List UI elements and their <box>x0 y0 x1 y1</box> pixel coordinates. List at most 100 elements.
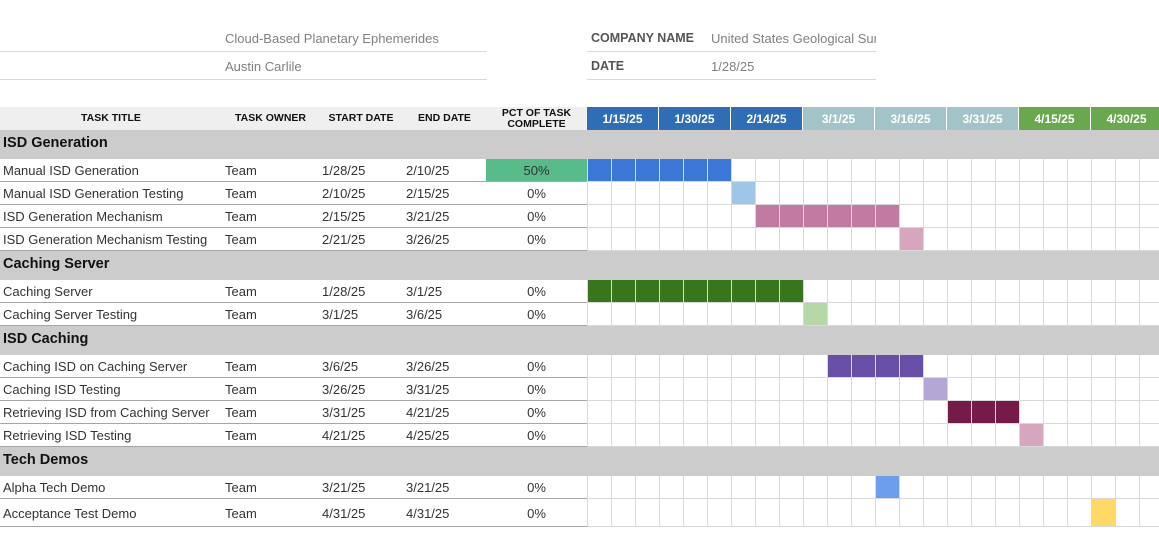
task-end-date[interactable]: 4/21/25 <box>406 405 450 420</box>
task-percent-complete[interactable]: 0% <box>527 505 546 521</box>
column-header-title[interactable]: TASK TITLE <box>81 112 141 124</box>
task-title[interactable]: Caching Server Testing <box>3 307 138 322</box>
task-start-date[interactable]: 3/21/25 <box>322 480 366 495</box>
task-end-date[interactable]: 4/25/25 <box>406 428 450 443</box>
task-start-date[interactable]: 3/1/25 <box>322 307 359 322</box>
task-title[interactable]: Retrieving ISD Testing <box>3 428 132 443</box>
timeline-date-header[interactable]: 3/31/25 <box>947 107 1019 130</box>
task-start-date[interactable]: 1/28/25 <box>322 163 366 178</box>
task-owner[interactable]: Team <box>225 359 257 374</box>
column-header-end[interactable]: END DATE <box>418 112 471 124</box>
gantt-bar[interactable] <box>587 280 803 302</box>
task-row[interactable]: ISD Generation Mechanism Team 2/15/25 3/21/… <box>0 205 1159 228</box>
task-start-date[interactable]: 4/21/25 <box>322 428 366 443</box>
section-header[interactable]: ISD Caching <box>0 326 1159 355</box>
task-percent-complete[interactable]: 0% <box>527 428 546 443</box>
task-row[interactable]: ISD Generation Mechanism Testing Team 2/21… <box>0 228 1159 251</box>
task-title[interactable]: Retrieving ISD from Caching Server <box>3 405 210 420</box>
task-start-date[interactable]: 2/10/25 <box>322 186 366 201</box>
company-value[interactable]: United States Geological Survey <box>711 31 876 46</box>
task-owner[interactable]: Team <box>225 428 257 443</box>
task-percent-complete[interactable]: 0% <box>527 359 546 374</box>
task-percent-complete[interactable]: 0% <box>527 405 546 420</box>
task-start-date[interactable]: 2/15/25 <box>322 209 366 224</box>
task-percent-complete[interactable]: 0% <box>527 209 546 224</box>
task-row[interactable]: Retrieving ISD from Caching Server Team 3/… <box>0 401 1159 424</box>
task-start-date[interactable]: 3/31/25 <box>322 405 366 420</box>
gantt-bar[interactable] <box>923 378 947 400</box>
task-end-date[interactable]: 3/1/25 <box>406 284 443 299</box>
gantt-bar[interactable] <box>947 401 1019 423</box>
task-owner[interactable]: Team <box>225 209 257 224</box>
task-row[interactable]: Manual ISD Generation Testing Team 2/10/25… <box>0 182 1159 205</box>
task-title[interactable]: Manual ISD Generation <box>3 163 139 178</box>
task-end-date[interactable]: 3/6/25 <box>406 307 443 322</box>
task-percent-complete[interactable]: 0% <box>527 480 546 495</box>
column-header-owner[interactable]: TASK OWNER <box>235 112 306 124</box>
task-end-date[interactable]: 2/10/25 <box>406 163 450 178</box>
task-start-date[interactable]: 1/28/25 <box>322 284 366 299</box>
task-owner[interactable]: Team <box>225 307 257 322</box>
timeline-date-header[interactable]: 3/16/25 <box>875 107 947 130</box>
task-percent-complete[interactable]: 0% <box>527 232 546 247</box>
task-end-date[interactable]: 3/26/25 <box>406 359 450 374</box>
task-title[interactable]: Caching ISD on Caching Server <box>3 359 188 374</box>
task-end-date[interactable]: 3/21/25 <box>406 209 450 224</box>
task-owner[interactable]: Team <box>225 505 257 521</box>
task-percent-complete[interactable]: 0% <box>527 307 546 322</box>
task-row[interactable]: Caching ISD on Caching Server Team 3/6/25 3… <box>0 355 1159 378</box>
task-end-date[interactable]: 2/15/25 <box>406 186 450 201</box>
task-row[interactable]: Caching Server Testing Team 3/1/25 3/6/25 0% <box>0 303 1159 326</box>
task-end-date[interactable]: 3/26/25 <box>406 232 450 247</box>
task-title[interactable]: Caching ISD Testing <box>3 382 121 397</box>
timeline-date-header[interactable]: 4/15/25 <box>1019 107 1091 130</box>
timeline-date-header[interactable]: 1/30/25 <box>659 107 731 130</box>
task-row[interactable]: Manual ISD Generation Team 1/28/25 2/10/25 5… <box>0 159 1159 182</box>
task-row[interactable]: Alpha Tech Demo Team 3/21/25 3/21/25 0% <box>0 476 1159 499</box>
gantt-bar[interactable] <box>731 182 755 204</box>
task-title[interactable]: Caching Server <box>3 284 93 299</box>
project-manager[interactable]: Austin Carlile <box>225 59 302 74</box>
task-start-date[interactable]: 3/26/25 <box>322 382 366 397</box>
task-owner[interactable]: Team <box>225 382 257 397</box>
task-percent-complete[interactable]: 0% <box>527 382 546 397</box>
task-title[interactable]: Manual ISD Generation Testing <box>3 186 184 201</box>
task-title[interactable]: ISD Generation Mechanism <box>3 209 163 224</box>
task-percent-complete[interactable]: 50% <box>486 159 587 182</box>
section-header[interactable]: Tech Demos <box>0 447 1159 476</box>
section-header[interactable]: Caching Server <box>0 251 1159 280</box>
task-row[interactable]: Retrieving ISD Testing Team 4/21/25 4/25/25… <box>0 424 1159 447</box>
task-owner[interactable]: Team <box>225 405 257 420</box>
timeline-date-header[interactable]: 4/30/25 <box>1091 107 1159 130</box>
task-title[interactable]: Acceptance Test Demo <box>3 505 137 521</box>
column-header-start[interactable]: START DATE <box>328 112 394 124</box>
task-end-date[interactable]: 3/31/25 <box>406 382 450 397</box>
gantt-bar[interactable] <box>899 228 923 250</box>
task-end-date[interactable]: 3/21/25 <box>406 480 450 495</box>
timeline-date-header[interactable]: 2/14/25 <box>731 107 803 130</box>
gantt-bar[interactable] <box>1019 424 1043 446</box>
project-name[interactable]: Cloud-Based Planetary Ephemerides <box>225 31 439 46</box>
task-percent-complete[interactable]: 0% <box>527 186 546 201</box>
column-header-pct[interactable]: PCT OF TASK COMPLETE <box>501 107 572 130</box>
section-header[interactable]: ISD Generation <box>0 130 1159 159</box>
task-owner[interactable]: Team <box>225 284 257 299</box>
task-start-date[interactable]: 4/31/25 <box>322 505 366 521</box>
date-value[interactable]: 1/28/25 <box>711 59 755 74</box>
task-row[interactable]: Caching Server Team 1/28/25 3/1/25 0% <box>0 280 1159 303</box>
task-row[interactable]: Acceptance Test Demo Team 4/31/25 4/31/25 0% <box>0 499 1159 527</box>
task-end-date[interactable]: 4/31/25 <box>406 505 450 521</box>
timeline-date-header[interactable]: 1/15/25 <box>587 107 659 130</box>
task-owner[interactable]: Team <box>225 232 257 247</box>
task-row[interactable]: Caching ISD Testing Team 3/26/25 3/31/25 0% <box>0 378 1159 401</box>
gantt-bar[interactable] <box>803 303 827 325</box>
timeline-date-header[interactable]: 3/1/25 <box>803 107 875 130</box>
task-owner[interactable]: Team <box>225 186 257 201</box>
task-owner[interactable]: Team <box>225 163 257 178</box>
task-title[interactable]: Alpha Tech Demo <box>3 480 106 495</box>
gantt-bar[interactable] <box>1091 499 1115 526</box>
task-title[interactable]: ISD Generation Mechanism Testing <box>3 232 208 247</box>
task-percent-complete[interactable]: 0% <box>527 284 546 299</box>
task-start-date[interactable]: 3/6/25 <box>322 359 359 374</box>
task-owner[interactable]: Team <box>225 480 257 495</box>
